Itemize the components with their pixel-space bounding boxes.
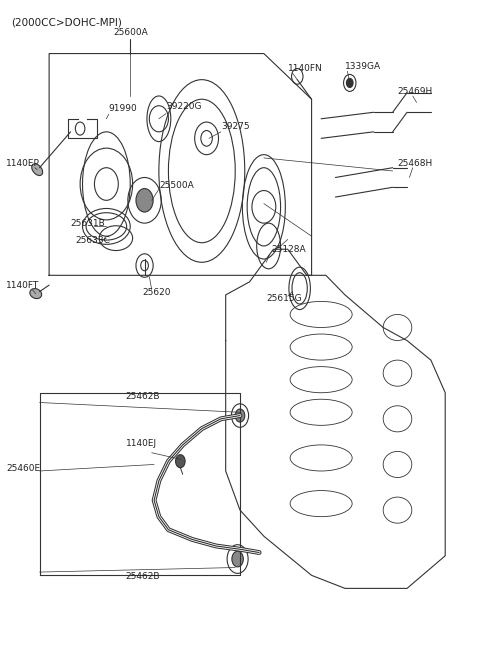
Ellipse shape [30, 289, 42, 299]
Text: 25462B: 25462B [125, 572, 160, 580]
Text: 25500A: 25500A [160, 181, 194, 190]
Text: 25460E: 25460E [6, 464, 40, 473]
Text: 25620: 25620 [142, 288, 171, 297]
Text: 1339GA: 1339GA [345, 62, 381, 71]
Text: 91990: 91990 [109, 104, 137, 113]
Text: 1140FN: 1140FN [288, 64, 323, 73]
Circle shape [235, 409, 245, 422]
Circle shape [232, 552, 243, 567]
Text: 39275: 39275 [221, 122, 250, 130]
Text: 1140FT: 1140FT [6, 282, 39, 290]
Text: 25469H: 25469H [397, 87, 433, 96]
Text: 25468H: 25468H [397, 159, 433, 168]
Text: 1140EJ: 1140EJ [125, 440, 156, 448]
Text: 1140EP: 1140EP [6, 159, 40, 168]
Ellipse shape [32, 164, 43, 176]
Text: 25631B: 25631B [71, 219, 105, 229]
Circle shape [347, 79, 353, 88]
Circle shape [176, 455, 185, 468]
Text: 25615G: 25615G [266, 294, 302, 303]
Text: 39220G: 39220G [166, 102, 202, 111]
Text: 25633C: 25633C [75, 236, 110, 245]
Text: 25462B: 25462B [125, 392, 160, 402]
Text: (2000CC>DOHC-MPI): (2000CC>DOHC-MPI) [11, 18, 122, 28]
Text: 25128A: 25128A [271, 246, 306, 255]
Text: 25600A: 25600A [113, 28, 148, 37]
Circle shape [136, 189, 153, 212]
